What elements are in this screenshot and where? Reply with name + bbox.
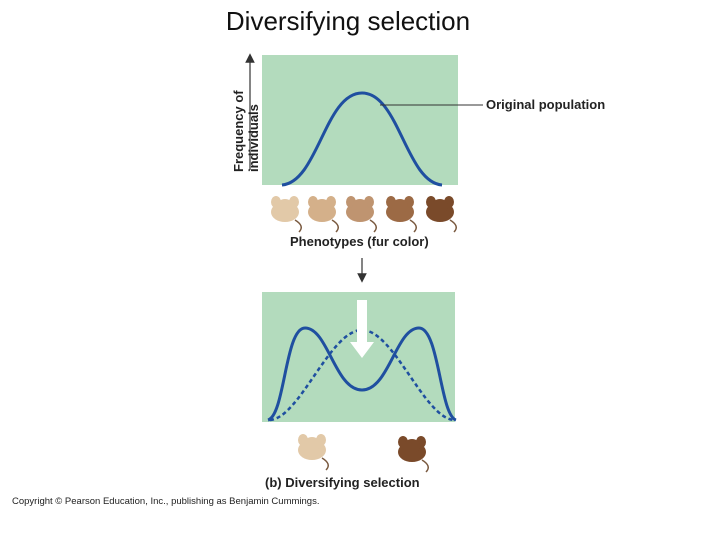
mice-row xyxy=(270,195,457,233)
mice-row xyxy=(297,433,429,473)
axis-label: Frequency of xyxy=(231,90,246,172)
axis-label: individuals xyxy=(246,104,261,172)
copyright: Copyright © Pearson Education, Inc., pub… xyxy=(12,496,319,507)
original-curve xyxy=(281,91,443,187)
curve-label: Original population xyxy=(486,97,605,112)
selected-curve xyxy=(267,326,457,422)
original-curve-dashed xyxy=(269,328,455,422)
slide-title: Diversifying selection xyxy=(226,6,470,36)
panel xyxy=(262,55,458,185)
selection-arrow xyxy=(350,300,374,358)
caption: (b) Diversifying selection xyxy=(265,475,420,490)
x-label: Phenotypes (fur color) xyxy=(290,234,429,249)
